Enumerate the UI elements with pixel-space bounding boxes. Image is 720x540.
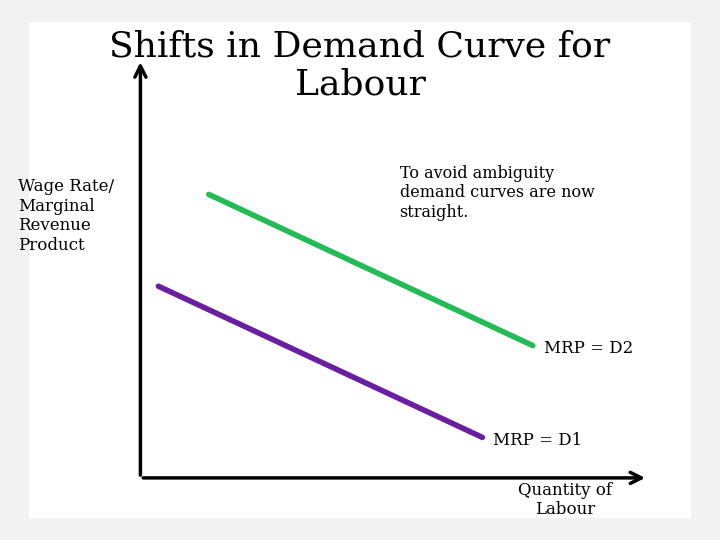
Text: MRP = D2: MRP = D2 bbox=[544, 340, 633, 357]
Text: MRP = D1: MRP = D1 bbox=[493, 431, 582, 449]
Text: Labour: Labour bbox=[294, 68, 426, 102]
Text: Wage Rate/
Marginal
Revenue
Product: Wage Rate/ Marginal Revenue Product bbox=[18, 178, 114, 254]
Text: Quantity of
Labour: Quantity of Labour bbox=[518, 482, 612, 518]
Text: Shifts in Demand Curve for: Shifts in Demand Curve for bbox=[109, 30, 611, 64]
Text: To avoid ambiguity
demand curves are now
straight.: To avoid ambiguity demand curves are now… bbox=[400, 165, 595, 221]
